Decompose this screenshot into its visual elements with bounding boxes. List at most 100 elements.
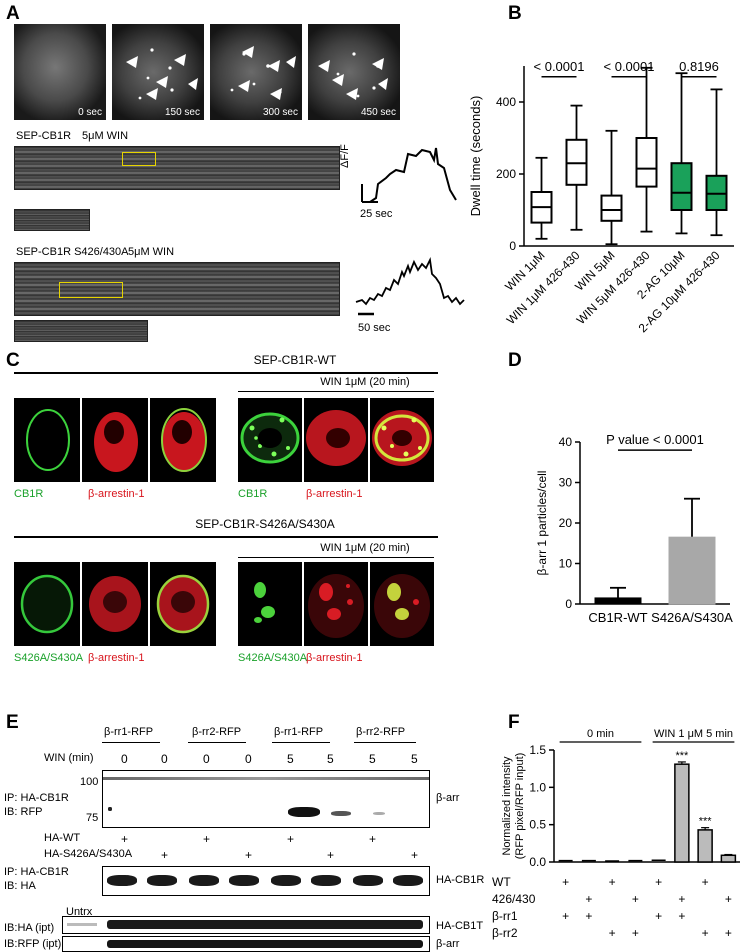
c-win-line-2 xyxy=(238,557,434,558)
timestamp-4: 450 sec xyxy=(360,107,396,118)
e-blot4-band xyxy=(107,940,423,948)
f-row-mark: + xyxy=(678,892,685,906)
c-label-arrestin-1: β-arrestin-1 xyxy=(88,488,145,500)
e-blot1-band-faint xyxy=(373,812,385,815)
f-row-mark: + xyxy=(585,892,592,906)
b-box xyxy=(670,162,693,211)
trace-2 xyxy=(355,257,465,316)
b-y-tick-label: 0 xyxy=(509,239,516,253)
b-y-tick-label: 400 xyxy=(496,95,516,109)
c-mut-arrestin-image xyxy=(82,562,148,646)
kymograph-2-label: SEP-CB1R S426/430A xyxy=(16,246,129,258)
c-wt-win-arrestin-image xyxy=(304,398,368,482)
e-blot-3 xyxy=(62,916,430,934)
c-label-arrestin-4: β-arrestin-1 xyxy=(306,652,363,664)
e-win-value: 5 xyxy=(369,752,376,766)
e-blot3-band xyxy=(107,920,423,929)
e-blot2-band xyxy=(271,875,301,886)
e-blot2-right-label: HA-CB1R xyxy=(436,874,485,886)
kymograph-2-inset xyxy=(14,320,148,342)
c-mut-cb1r-image xyxy=(14,562,80,646)
f-row-label: β-rr2 xyxy=(492,926,518,940)
kymograph-2 xyxy=(14,262,340,316)
c-label-arrestin-3: β-arrestin-1 xyxy=(88,652,145,664)
e-blot1-band-medium xyxy=(331,811,351,816)
d-y-tick-label: 40 xyxy=(559,435,573,449)
e-group-1: β-rr1-RFP xyxy=(104,726,154,738)
e-plus-wt: + xyxy=(369,832,377,846)
f-row-mark: + xyxy=(609,926,616,940)
e-blot2-band xyxy=(353,875,383,886)
d-bar xyxy=(594,597,642,605)
f-row-label: 426/430 xyxy=(492,892,536,906)
e-blot4-label: IB:RFP (ipt) xyxy=(4,938,62,950)
e-mw-100: 100 xyxy=(80,776,99,788)
e-blot2-band xyxy=(229,875,259,886)
e-plus-mutant: + xyxy=(327,848,335,862)
timestamp-2: 150 sec xyxy=(164,107,200,118)
e-group-line-4 xyxy=(354,742,416,743)
c-title-mutant: SEP-CB1R-S426A/S430A xyxy=(195,517,335,531)
e-group-line-1 xyxy=(102,742,160,743)
c-win-label-2: WIN 1μM (20 min) xyxy=(320,542,410,554)
e-plus-wt: + xyxy=(287,832,295,846)
e-group-header: β-rr1-RFP β-rr2-RFP β-rr1-RFP β-rr2-RFP xyxy=(100,726,440,746)
e-mw-75: 75 xyxy=(86,812,99,824)
e-win-value: 5 xyxy=(287,752,294,766)
c-label-mutant-2: S426A/S430A xyxy=(238,652,308,664)
e-blot-2 xyxy=(102,866,430,896)
kymograph-1-label: SEP-CB1R xyxy=(16,130,72,142)
f-row-mark: + xyxy=(632,926,639,940)
panel-letter-d: D xyxy=(508,350,522,371)
c-label-arrestin-2: β-arrestin-1 xyxy=(306,488,363,500)
f-group-label-1: 0 min xyxy=(587,728,614,740)
f-row-mark: + xyxy=(655,875,662,889)
d-y-axis-label: β-arr 1 particles/cell xyxy=(535,471,549,576)
b-box xyxy=(600,194,623,222)
roi-box-1 xyxy=(122,152,156,166)
chart-f-bar: 0.0 0.5 1.0 1.5 Normalized intensity (RFP pix… xyxy=(492,728,740,940)
timestamp-3: 300 sec xyxy=(262,107,298,118)
f-row-mark: + xyxy=(609,875,616,889)
f-bar xyxy=(697,829,713,863)
timelapse-frame-3: 300 sec xyxy=(210,24,302,120)
e-group-line-3 xyxy=(272,742,330,743)
e-blot2-band xyxy=(393,875,423,886)
f-bar xyxy=(674,763,690,863)
c-win-line-1 xyxy=(238,391,434,392)
f-y-tick-label: 0.5 xyxy=(529,818,546,832)
d-category-label: CB1R-WT xyxy=(588,610,647,625)
c-win-label-1: WIN 1μM (20 min) xyxy=(320,376,410,388)
scale-bar-1-label: 25 sec xyxy=(360,208,393,220)
f-row-mark: + xyxy=(655,909,662,923)
timelapse-frame-4: 450 sec xyxy=(308,24,400,120)
e-blot3-right-label: HA-CB1T xyxy=(436,920,484,932)
b-p-value: < 0.0001 xyxy=(534,59,585,74)
f-y-tick-label: 1.5 xyxy=(529,743,546,757)
f-bar xyxy=(720,854,737,863)
f-row-mark: + xyxy=(632,892,639,906)
timelapse-frame-2: 150 sec xyxy=(112,24,204,120)
b-box xyxy=(635,137,658,188)
e-group-line-2 xyxy=(188,742,246,743)
f-row-label: β-rr1 xyxy=(492,909,518,923)
panel-letter-f: F xyxy=(508,712,520,733)
d-y-tick-label: 30 xyxy=(559,476,573,490)
d-y-tick-label: 0 xyxy=(565,597,572,611)
f-y-tick-label: 1.0 xyxy=(529,780,546,794)
f-y-tick-label: 0.0 xyxy=(529,855,546,869)
c-wt-merge-image xyxy=(150,398,216,482)
roi-box-2 xyxy=(59,282,123,298)
f-row-mark: + xyxy=(562,909,569,923)
kymograph-2-condition: 5μM WIN xyxy=(128,246,175,258)
e-win-value: 0 xyxy=(203,752,210,766)
e-win-value: 5 xyxy=(411,752,418,766)
e-ha-wt-label: HA-WT xyxy=(44,832,81,844)
f-row-mark: + xyxy=(725,892,732,906)
panel-letter-b: B xyxy=(508,3,522,24)
e-blot1-label-ib: IB: RFP xyxy=(4,806,43,818)
e-group-3: β-rr1-RFP xyxy=(274,726,324,738)
c-wt-arrestin-image xyxy=(82,398,148,482)
panel-letter-e: E xyxy=(6,712,19,733)
c-wt-cb1r-image xyxy=(14,398,80,482)
